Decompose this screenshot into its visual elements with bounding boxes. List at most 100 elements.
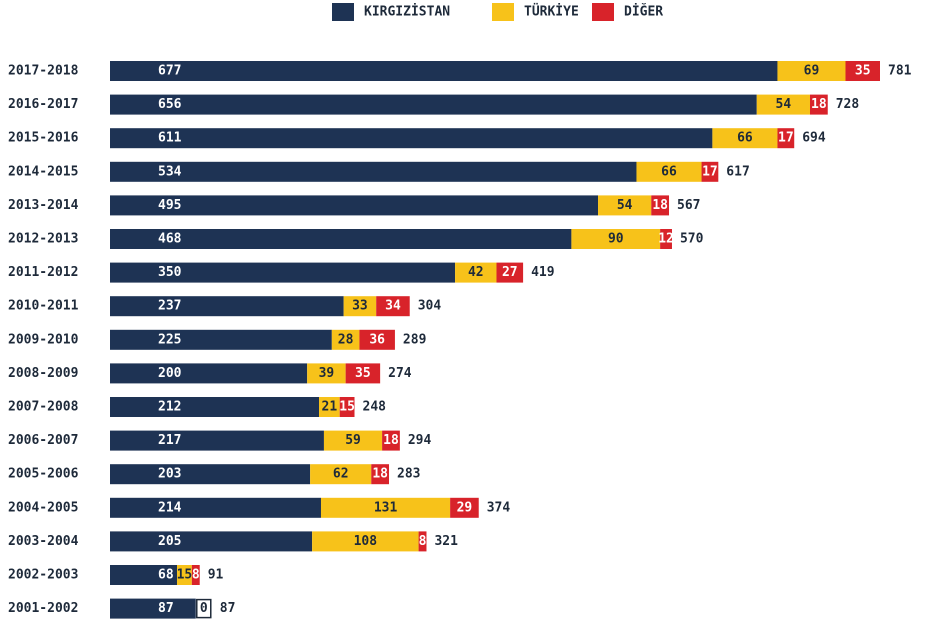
bar-segment — [651, 195, 670, 216]
value-label: 108 — [354, 534, 378, 549]
value-label: 68 — [158, 568, 174, 583]
total-label: 570 — [680, 232, 704, 247]
bar-segment — [712, 128, 778, 149]
category-label: 2011-2012 — [8, 265, 78, 280]
value-label: 69 — [804, 64, 820, 79]
total-label: 419 — [531, 265, 554, 280]
bar-segment — [110, 128, 713, 149]
bar-segment — [310, 464, 372, 485]
value-label: 656 — [158, 97, 182, 112]
total-label: 87 — [220, 601, 236, 616]
bar-segment — [110, 363, 308, 384]
total-label: 283 — [397, 467, 420, 482]
value-label: 27 — [502, 265, 518, 280]
bar-segment — [343, 296, 377, 317]
bar-segment — [323, 430, 383, 451]
bar-segment — [196, 598, 212, 619]
value-label: 28 — [338, 332, 354, 347]
bar-segment — [110, 262, 456, 283]
bar-segment — [777, 61, 846, 81]
bar-segment — [382, 430, 400, 451]
value-label: 36 — [369, 332, 385, 347]
category-label: 2008-2009 — [8, 366, 78, 381]
bar-segment — [312, 531, 419, 552]
bar-segment — [636, 161, 702, 182]
value-label: 214 — [158, 500, 182, 515]
bar-segment — [110, 598, 196, 619]
bar-segment — [598, 195, 652, 216]
bar-segment — [418, 531, 427, 552]
legend-swatch — [332, 3, 354, 21]
total-label: 248 — [363, 400, 387, 415]
value-label: 18 — [811, 97, 827, 112]
value-label: 225 — [158, 332, 181, 347]
bar-segment — [110, 61, 778, 81]
value-label: 217 — [158, 433, 181, 448]
bar-segment — [110, 329, 332, 350]
category-label: 2009-2010 — [8, 332, 79, 347]
legend-label: TÜRKİYE — [524, 4, 579, 20]
total-label: 567 — [677, 198, 700, 213]
bar-segment — [191, 565, 200, 585]
value-label: 17 — [778, 131, 794, 146]
bar-segment — [777, 128, 795, 149]
bar-segment — [307, 363, 346, 384]
category-label: 2002-2003 — [8, 568, 78, 583]
total-label: 694 — [802, 131, 826, 146]
total-label: 728 — [836, 97, 860, 112]
value-label: 87 — [158, 601, 174, 616]
value-label: 18 — [383, 433, 399, 448]
bar-segment — [756, 94, 810, 115]
value-label: 17 — [702, 164, 718, 179]
value-label: 35 — [855, 64, 871, 79]
value-label: 90 — [608, 232, 624, 247]
total-label: 617 — [726, 164, 749, 179]
value-label: 534 — [158, 164, 182, 179]
bar-segment — [571, 229, 661, 249]
legend-swatch — [592, 3, 614, 21]
value-label: 62 — [333, 467, 349, 482]
value-label: 8 — [419, 534, 427, 549]
total-label: 294 — [408, 433, 432, 448]
category-label: 2016-2017 — [8, 97, 78, 112]
bar-segment — [345, 363, 381, 384]
value-label: 200 — [158, 366, 182, 381]
bar-segment — [339, 397, 355, 417]
value-label: 54 — [617, 198, 633, 213]
value-label: 18 — [652, 198, 668, 213]
category-label: 2010-2011 — [8, 299, 79, 314]
value-label: 131 — [374, 500, 398, 515]
value-label: 350 — [158, 265, 182, 280]
category-label: 2001-2002 — [8, 601, 78, 616]
bar-segment — [450, 497, 479, 518]
bar-segment — [110, 296, 344, 317]
bar-segment — [110, 229, 572, 249]
total-label: 274 — [388, 366, 412, 381]
value-label: 18 — [372, 467, 388, 482]
value-label: 8 — [192, 568, 200, 583]
bar-segment — [359, 329, 395, 350]
category-label: 2004-2005 — [8, 500, 78, 515]
bar-segment — [110, 161, 637, 182]
value-label: 495 — [158, 198, 181, 213]
value-label: 203 — [158, 467, 181, 482]
bar-segment — [177, 565, 192, 585]
category-label: 2015-2016 — [8, 131, 79, 146]
bar-segment — [376, 296, 410, 317]
bar-segment — [660, 229, 672, 249]
legend-swatch — [492, 3, 514, 21]
value-label: 205 — [158, 534, 181, 549]
total-label: 321 — [434, 534, 458, 549]
category-label: 2017-2018 — [8, 64, 79, 79]
bar-segment — [110, 531, 313, 552]
value-label: 21 — [322, 400, 338, 415]
bar-segment — [810, 94, 828, 115]
value-label: 212 — [158, 400, 181, 415]
bar-segment — [110, 430, 324, 451]
category-label: 2003-2004 — [8, 534, 79, 549]
bar-segment — [110, 94, 757, 115]
category-label: 2007-2008 — [8, 400, 79, 415]
total-label: 304 — [418, 299, 442, 314]
category-label: 2013-2014 — [8, 198, 79, 213]
bar-segment — [110, 397, 320, 417]
